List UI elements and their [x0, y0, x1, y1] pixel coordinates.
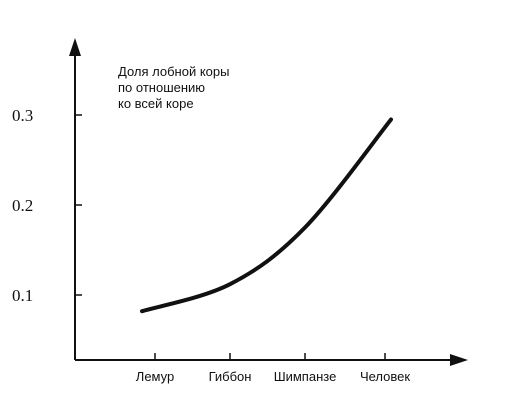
y-tick-label-2: 0.3: [12, 106, 33, 125]
x-tick-label-3: Человек: [360, 369, 410, 384]
x-tick-label-2: Шимпанзе: [274, 369, 337, 384]
y-axis-label-line-3: ко всей коре: [118, 96, 194, 111]
x-tick-label-0: Лемур: [136, 369, 174, 384]
y-tick-label-1: 0.2: [12, 196, 33, 215]
series-line-0: [140, 117, 393, 314]
y-axis-label-line-1: Доля лобной коры: [118, 64, 229, 79]
y-axis-label-line-2: по отношению: [118, 80, 205, 95]
x-ticks: Лемур Гиббон Шимпанзе Человек: [136, 353, 410, 384]
x-tick-label-1: Гиббон: [209, 369, 252, 384]
series-group: [140, 117, 393, 314]
x-axis-arrow: [450, 354, 468, 366]
y-ticks: 0.1 0.2 0.3: [12, 106, 82, 305]
y-axis-label: Доля лобной коры по отношению ко всей ко…: [118, 64, 233, 111]
y-tick-label-0: 0.1: [12, 286, 33, 305]
y-axis-arrow: [69, 38, 81, 56]
